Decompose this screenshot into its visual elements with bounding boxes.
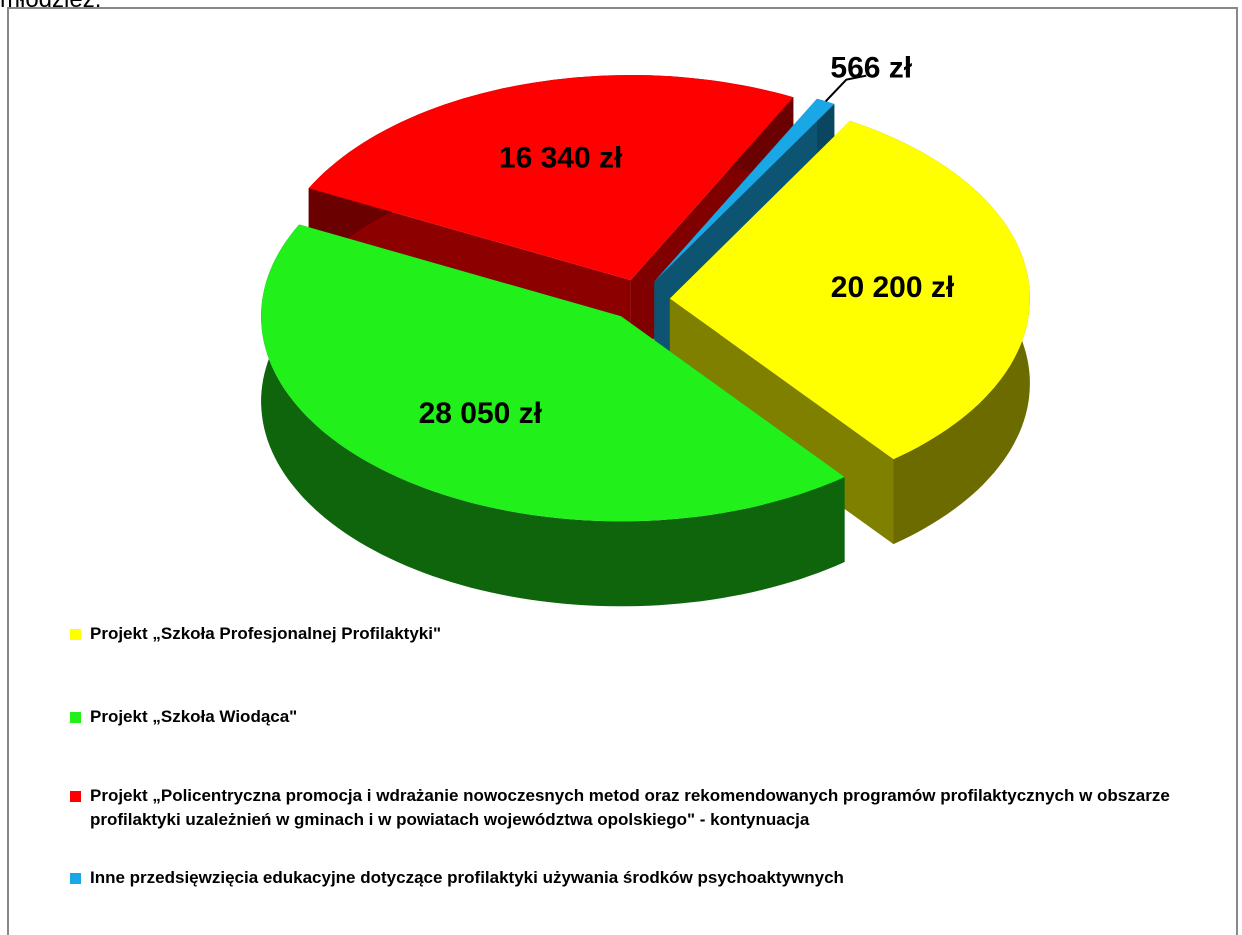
pie-tops [261,75,1030,522]
chart-title: młodzież. [0,0,101,14]
legend-swatch [70,791,81,802]
legend-item: Inne przedsięwzięcia edukacyjne dotycząc… [70,866,1200,890]
data-label: 20 200 zł [831,271,955,304]
slice-side [261,224,845,607]
legend-label: Projekt „Szkoła Wiodąca" [90,707,298,726]
legend-item: Projekt „Policentryczna promocja i wdraż… [70,784,1200,832]
legend-swatch [70,629,81,640]
pie-slice [669,120,1030,460]
leader-line [824,74,867,102]
legend-item: Projekt „Szkoła Profesjonalnej Profilakt… [70,622,1200,646]
data-label: 28 050 zł [419,397,543,430]
legend-item: Projekt „Szkoła Wiodąca" [70,705,1200,729]
legend-swatch [70,873,81,884]
legend-label: Projekt „Szkoła Profesjonalnej Profilakt… [90,624,442,643]
data-label: 566 zł [830,52,912,85]
data-label: 16 340 zł [499,141,623,174]
legend-label: Projekt „Policentryczna promocja i wdraż… [90,786,1170,829]
legend-label: Inne przedsięwzięcia edukacyjne dotycząc… [90,868,844,887]
legend-swatch [70,712,81,723]
pie-labels: 20 200 zł 28 050 zł 16 340 zł 566 zł [419,52,955,430]
pie-slice [308,75,794,281]
pie-slice [261,224,845,522]
frame [7,7,1238,935]
pie-slice [654,98,835,282]
